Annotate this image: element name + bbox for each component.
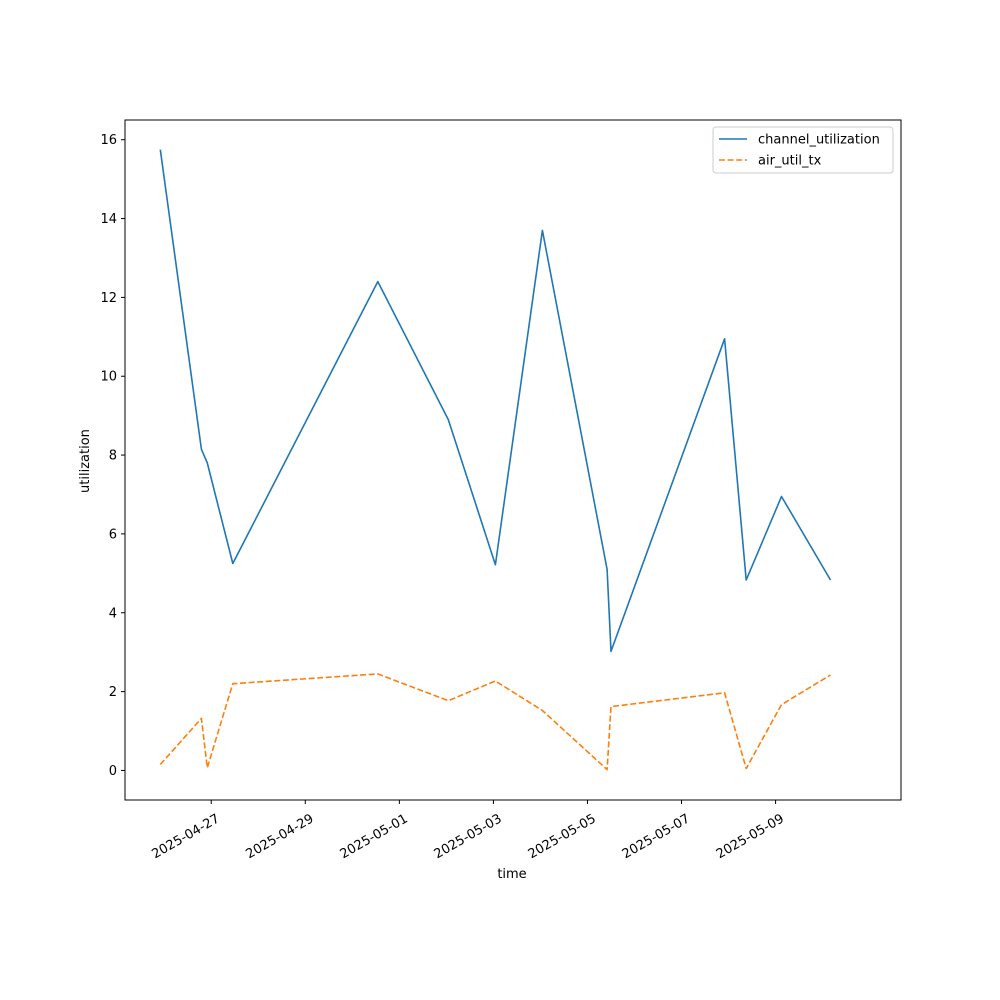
x-tick-label: 2025-04-27 — [149, 811, 222, 862]
y-tick-label: 8 — [109, 449, 117, 464]
y-tick-label: 2 — [109, 685, 117, 700]
legend: channel_utilization air_util_tx — [712, 126, 894, 174]
x-tick-label: 2025-05-05 — [526, 811, 599, 862]
x-axis: 2025-04-27 2025-04-29 2025-05-01 2025-05-03… — [149, 800, 787, 862]
y-tick-label: 6 — [109, 527, 117, 542]
series-line-air_util_tx — [159, 673, 831, 771]
x-tick-label: 2025-05-07 — [620, 811, 693, 862]
y-tick-label: 12 — [100, 291, 117, 306]
series-line-channel_utilization — [159, 149, 832, 653]
legend-label-air_util_tx: air_util_tx — [758, 154, 822, 169]
x-axis-title: time — [497, 867, 526, 882]
y-tick-label: 16 — [100, 133, 117, 148]
legend-label-channel_utilization: channel_utilization — [758, 133, 880, 148]
x-tick-label: 2025-04-29 — [244, 811, 317, 862]
y-axis-title: utilization — [78, 429, 93, 493]
legend-box — [712, 126, 894, 174]
x-tick-label: 2025-05-01 — [338, 811, 411, 862]
y-tick-label: 14 — [100, 212, 117, 227]
y-tick-label: 0 — [109, 764, 117, 779]
y-tick-label: 10 — [100, 370, 117, 385]
x-tick-label: 2025-05-03 — [432, 811, 505, 862]
plot-lines — [159, 149, 832, 771]
x-tick-label: 2025-05-09 — [714, 811, 787, 862]
y-axis: 0 2 4 6 8 10 12 14 16 — [100, 133, 125, 779]
y-tick-label: 4 — [109, 606, 117, 621]
plot-frame — [124, 119, 902, 801]
